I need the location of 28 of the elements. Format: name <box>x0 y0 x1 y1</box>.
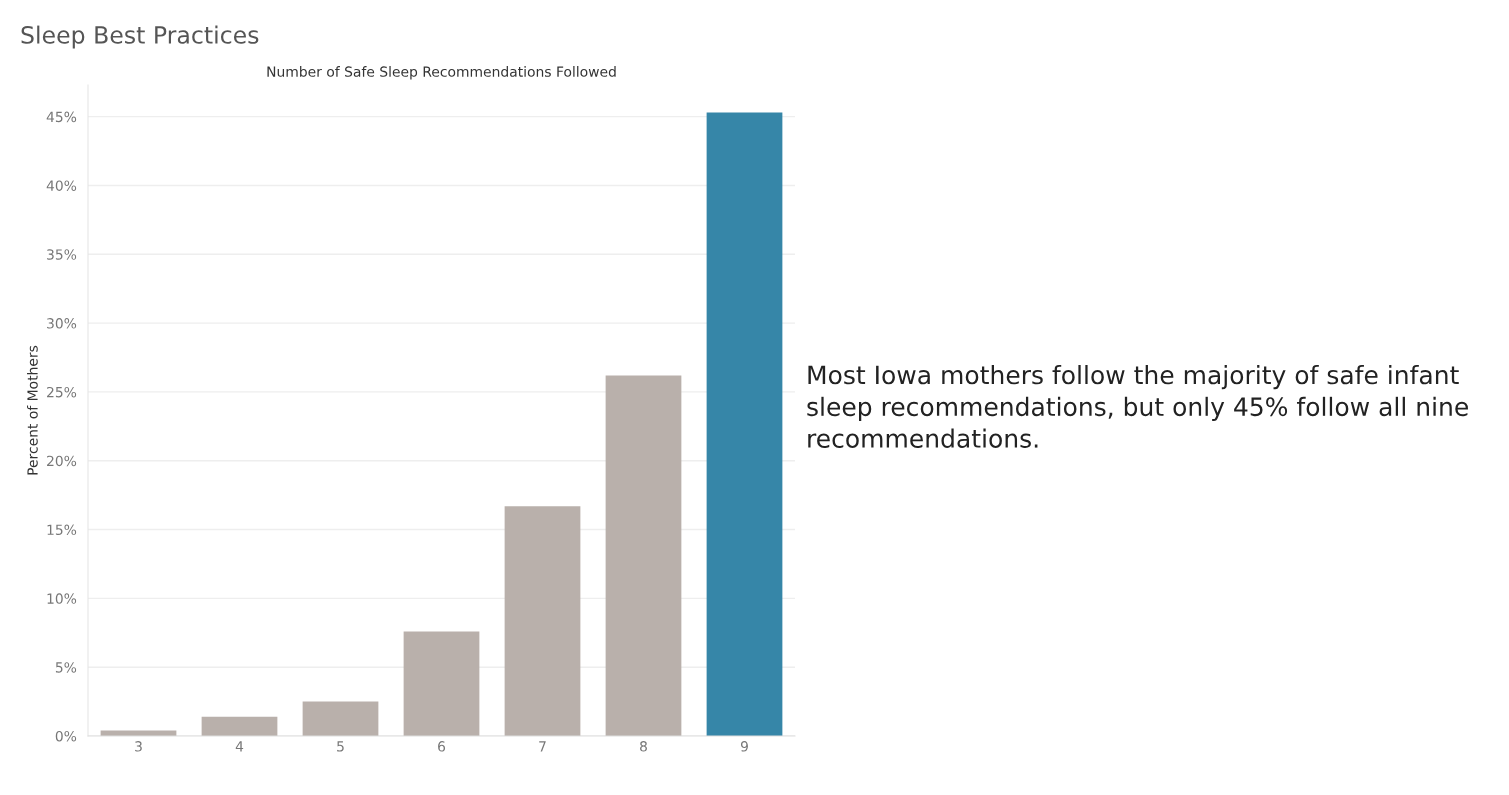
bar <box>201 716 278 736</box>
x-tick-label: 5 <box>337 741 344 752</box>
x-tick-label: 3 <box>135 741 142 752</box>
bar <box>504 506 581 736</box>
y-tick-label: 5% <box>55 662 77 673</box>
y-tick-label: 40% <box>46 180 77 191</box>
bar <box>605 375 682 736</box>
y-tick-label: 30% <box>47 318 77 329</box>
x-tick-label: 8 <box>640 741 647 752</box>
x-axis-title: Number of Safe Sleep Recommendations Followed <box>267 66 616 80</box>
y-axis-title: Percent of Mothers <box>27 345 38 475</box>
y-tick-label: 45% <box>46 111 77 123</box>
y-tick-label: 0% <box>55 730 77 742</box>
y-tick-label: 15% <box>47 524 77 536</box>
x-tick-label: 9 <box>740 741 748 752</box>
y-tick-label: 35% <box>47 249 77 260</box>
y-tick-label: 10% <box>47 593 77 604</box>
bar <box>100 730 177 736</box>
bar <box>302 701 379 736</box>
chart-title: Sleep Best Practices <box>21 25 259 49</box>
text: Most Iowa mothers follow the majority of safe infant sleep recommendations, but only 45% follow all nine recommendations. <box>807 365 1468 448</box>
x-tick-label: 4 <box>235 741 244 752</box>
x-tick-label: 6 <box>438 741 446 752</box>
y-tick-label: 25% <box>47 386 77 398</box>
x-tick-label: 7 <box>539 741 546 752</box>
bar <box>403 631 480 736</box>
bar <box>706 112 783 736</box>
y-tick-label: 20% <box>47 455 77 467</box>
